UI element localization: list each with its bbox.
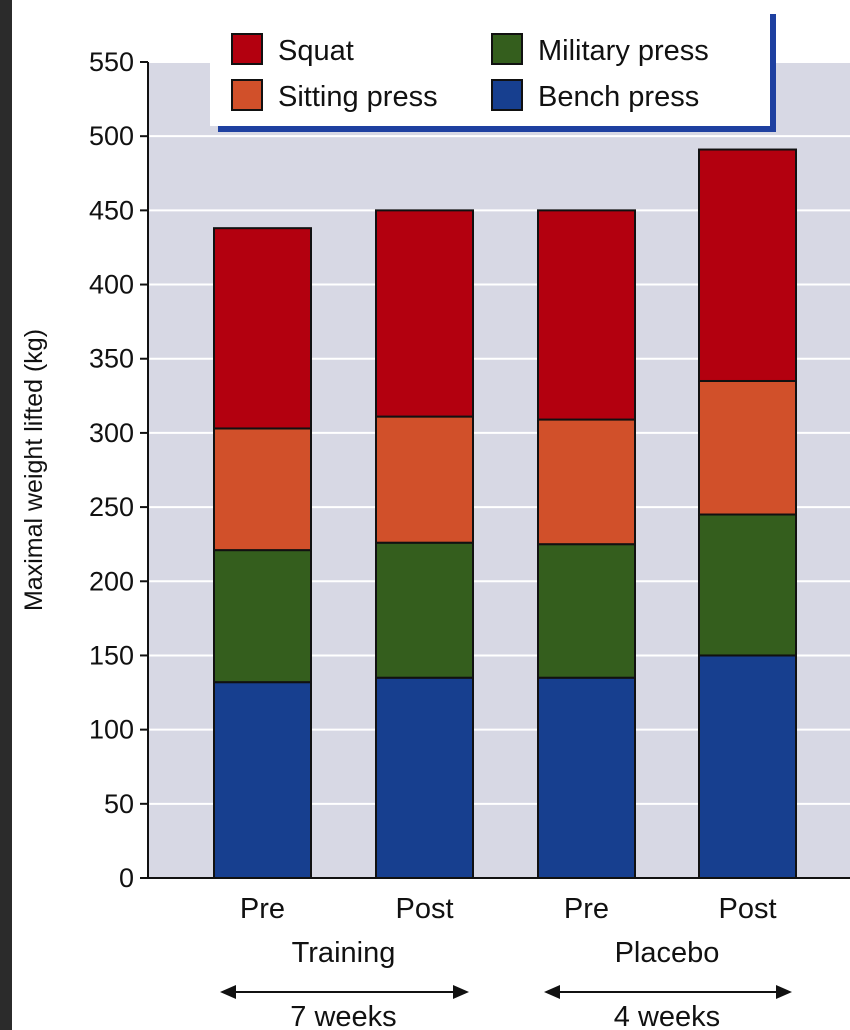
arrow-head-right bbox=[453, 985, 469, 999]
duration-label: 7 weeks bbox=[290, 1001, 396, 1030]
legend-label: Military press bbox=[538, 35, 709, 67]
legend-label: Squat bbox=[278, 35, 354, 67]
bar-segment-squat bbox=[537, 209, 636, 421]
stacked-bar-chart: 0 50 100 150 200 250 300 350 400 450 500 550 Maxima… bbox=[20, 14, 850, 1030]
group-label: Placebo bbox=[615, 937, 720, 969]
y-tick-label: 50 bbox=[104, 789, 134, 819]
bar-segment-squat bbox=[375, 209, 474, 418]
y-axis-title: Maximal weight lifted (kg) bbox=[20, 329, 48, 611]
y-tick-label: 350 bbox=[89, 344, 134, 374]
x-axis-labels: Pre Post Pre Post bbox=[240, 893, 777, 925]
legend-swatch bbox=[491, 33, 523, 65]
arrow-head-left bbox=[220, 985, 236, 999]
bar-segment-bench-press bbox=[537, 676, 636, 880]
legend-box bbox=[210, 14, 770, 126]
y-tick-label: 200 bbox=[89, 566, 134, 596]
duration-label: 4 weeks bbox=[614, 1001, 720, 1030]
bar-segment-bench-press bbox=[698, 654, 797, 879]
bar-segment-squat bbox=[213, 227, 312, 430]
bar-segment-sitting-press bbox=[698, 379, 797, 516]
bar-segment-sitting-press bbox=[537, 418, 636, 546]
y-axis: 0 50 100 150 200 250 300 350 400 450 500 550 bbox=[89, 47, 148, 893]
y-tick-label: 150 bbox=[89, 640, 134, 670]
legend-label: Sitting press bbox=[278, 81, 438, 113]
legend-label: Bench press bbox=[538, 81, 699, 113]
arrow-head-right bbox=[776, 985, 792, 999]
y-tick-label: 450 bbox=[89, 195, 134, 225]
group-annotations: Training 7 weeks Placebo 4 weeks bbox=[220, 937, 792, 1030]
y-tick-label: 0 bbox=[119, 863, 134, 893]
x-tick-label: Pre bbox=[564, 893, 609, 925]
bar-segment-squat bbox=[698, 148, 797, 382]
legend-swatch bbox=[491, 79, 523, 111]
x-tick-label: Post bbox=[718, 893, 776, 925]
legend-swatch bbox=[231, 33, 263, 65]
bar-segment-sitting-press bbox=[375, 415, 474, 544]
bar-segment-military-press bbox=[213, 549, 312, 684]
bar-segment-military-press bbox=[537, 543, 636, 679]
bar-segment-sitting-press bbox=[213, 427, 312, 552]
bar-segment-bench-press bbox=[213, 681, 312, 879]
legend-items: Squat Military press Sitting press Bench pr… bbox=[231, 33, 709, 113]
y-tick-label: 250 bbox=[89, 492, 134, 522]
y-tick-label: 550 bbox=[89, 47, 134, 77]
legend: Squat Military press Sitting press Bench pr… bbox=[210, 14, 776, 132]
arrow-head-left bbox=[544, 985, 560, 999]
y-tick-label: 400 bbox=[89, 270, 134, 300]
group-label: Training bbox=[292, 937, 396, 969]
y-tick-label: 100 bbox=[89, 715, 134, 745]
x-tick-label: Post bbox=[395, 893, 453, 925]
y-tick-label: 500 bbox=[89, 121, 134, 151]
legend-swatch bbox=[231, 79, 263, 111]
y-tick-label: 300 bbox=[89, 418, 134, 448]
bar-segment-military-press bbox=[698, 513, 797, 657]
figure-frame: 0 50 100 150 200 250 300 350 400 450 500 550 Maxima… bbox=[12, 0, 850, 1030]
bar-segment-military-press bbox=[375, 541, 474, 679]
bar-segment-bench-press bbox=[375, 676, 474, 880]
x-tick-label: Pre bbox=[240, 893, 285, 925]
bars bbox=[213, 148, 797, 880]
